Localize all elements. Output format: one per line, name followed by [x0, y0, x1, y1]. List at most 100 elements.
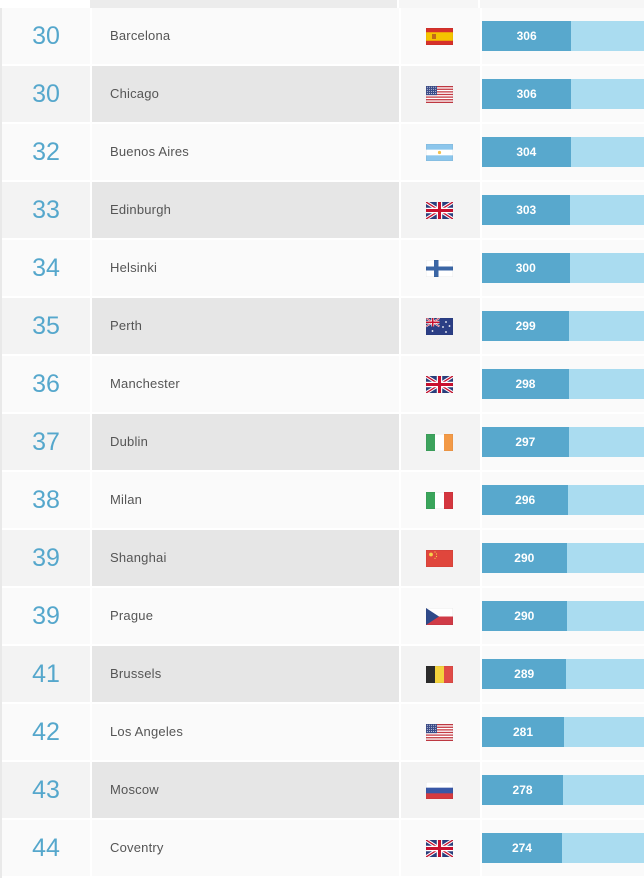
score-bar-track: 296 [482, 485, 644, 515]
table-row[interactable]: 35 Perth 299 [0, 298, 644, 356]
city-cell: Chicago [92, 66, 399, 122]
rank-number: 44 [32, 834, 60, 862]
score-cell: 306 [482, 66, 644, 122]
score-cell: 306 [482, 8, 644, 64]
score-bar: 290 [482, 543, 567, 573]
ar-flag-icon [426, 144, 453, 161]
rank-number: 34 [32, 254, 60, 282]
city-name: Shanghai [110, 550, 167, 565]
score-cell: 304 [482, 124, 644, 180]
rank-number: 30 [32, 22, 60, 50]
rank-number: 42 [32, 718, 60, 746]
rank-cell: 30 [2, 66, 90, 122]
rank-number: 39 [32, 602, 60, 630]
table-row[interactable]: 42 Los Angeles 281 [0, 704, 644, 762]
score-cell: 278 [482, 762, 644, 818]
score-bar-track: 303 [482, 195, 644, 225]
score-bar: 281 [482, 717, 564, 747]
rank-cell: 39 [2, 530, 90, 586]
score-bar: 300 [482, 253, 570, 283]
score-bar-track: 281 [482, 717, 644, 747]
table-row[interactable]: 36 Manchester 298 [0, 356, 644, 414]
flag-cell [401, 472, 480, 528]
score-bar: 297 [482, 427, 569, 457]
rank-cell: 44 [2, 820, 90, 876]
city-cell: Brussels [92, 646, 399, 702]
score-bar-track: 298 [482, 369, 644, 399]
rank-cell: 43 [2, 762, 90, 818]
table-row[interactable]: 43 Moscow 278 [0, 762, 644, 820]
city-name: Perth [110, 318, 143, 333]
flag-cell [401, 124, 480, 180]
score-cell: 290 [482, 588, 644, 644]
rank-cell: 42 [2, 704, 90, 760]
score-bar: 274 [482, 833, 562, 863]
rank-cell: 38 [2, 472, 90, 528]
flag-cell [401, 182, 480, 238]
rank-cell: 33 [2, 182, 90, 238]
table-row[interactable]: 37 Dublin 297 [0, 414, 644, 472]
score-bar: 278 [482, 775, 564, 805]
rank-number: 35 [32, 312, 60, 340]
city-name: Milan [110, 492, 143, 507]
rank-number: 32 [32, 138, 60, 166]
rank-cell: 39 [2, 588, 90, 644]
city-cell: Edinburgh [92, 182, 399, 238]
score-bar: 306 [482, 21, 572, 51]
table-row[interactable]: 34 Helsinki 300 [0, 240, 644, 298]
score-bar-track: 300 [482, 253, 644, 283]
table-row[interactable]: 30 Chicago 306 [0, 66, 644, 124]
city-cell: Los Angeles [92, 704, 399, 760]
flag-cell [401, 530, 480, 586]
rank-number: 30 [32, 80, 60, 108]
table-row[interactable]: 30 Barcelona 306 [0, 8, 644, 66]
score-cell: 274 [482, 820, 644, 876]
rank-number: 36 [32, 370, 60, 398]
score-bar-track: 299 [482, 311, 644, 341]
table-row[interactable]: 33 Edinburgh 303 [0, 182, 644, 240]
ru-flag-icon [426, 782, 453, 799]
table-row[interactable]: 39 Shanghai 290 [0, 530, 644, 588]
city-cell: Dublin [92, 414, 399, 470]
cz-flag-icon [426, 608, 453, 625]
rank-cell: 30 [2, 8, 90, 64]
city-name: Los Angeles [110, 724, 184, 739]
rank-number: 38 [32, 486, 60, 514]
rank-number: 33 [32, 196, 60, 224]
flag-cell [401, 762, 480, 818]
city-name: Barcelona [110, 28, 171, 43]
flag-cell [401, 66, 480, 122]
rank-cell: 36 [2, 356, 90, 412]
score-cell: 300 [482, 240, 644, 296]
au-flag-icon [426, 318, 453, 335]
score-cell: 298 [482, 356, 644, 412]
flag-cell [401, 356, 480, 412]
city-name: Brussels [110, 666, 162, 681]
previous-row-score-cell [480, 0, 644, 8]
table-row[interactable]: 41 Brussels 289 [0, 646, 644, 704]
rank-number: 37 [32, 428, 60, 456]
table-row[interactable]: 39 Prague 290 [0, 588, 644, 646]
city-name: Edinburgh [110, 202, 172, 217]
score-bar-track: 289 [482, 659, 644, 689]
score-cell: 289 [482, 646, 644, 702]
gb-flag-icon [426, 202, 453, 219]
table-row[interactable]: 44 Coventry 274 [0, 820, 644, 878]
city-cell: Manchester [92, 356, 399, 412]
city-cell: Helsinki [92, 240, 399, 296]
cn-flag-icon [426, 550, 453, 567]
ie-flag-icon [426, 434, 453, 451]
rank-number: 41 [32, 660, 60, 688]
rank-number: 43 [32, 776, 60, 804]
us-flag-icon [426, 724, 453, 741]
city-name: Prague [110, 608, 154, 623]
table-row[interactable]: 38 Milan 296 [0, 472, 644, 530]
flag-cell [401, 240, 480, 296]
score-bar: 296 [482, 485, 569, 515]
gb-flag-icon [426, 840, 453, 857]
previous-row-city-cell [90, 0, 397, 8]
table-row[interactable]: 32 Buenos Aires 304 [0, 124, 644, 182]
city-cell: Barcelona [92, 8, 399, 64]
city-name: Buenos Aires [110, 144, 190, 159]
score-cell: 281 [482, 704, 644, 760]
